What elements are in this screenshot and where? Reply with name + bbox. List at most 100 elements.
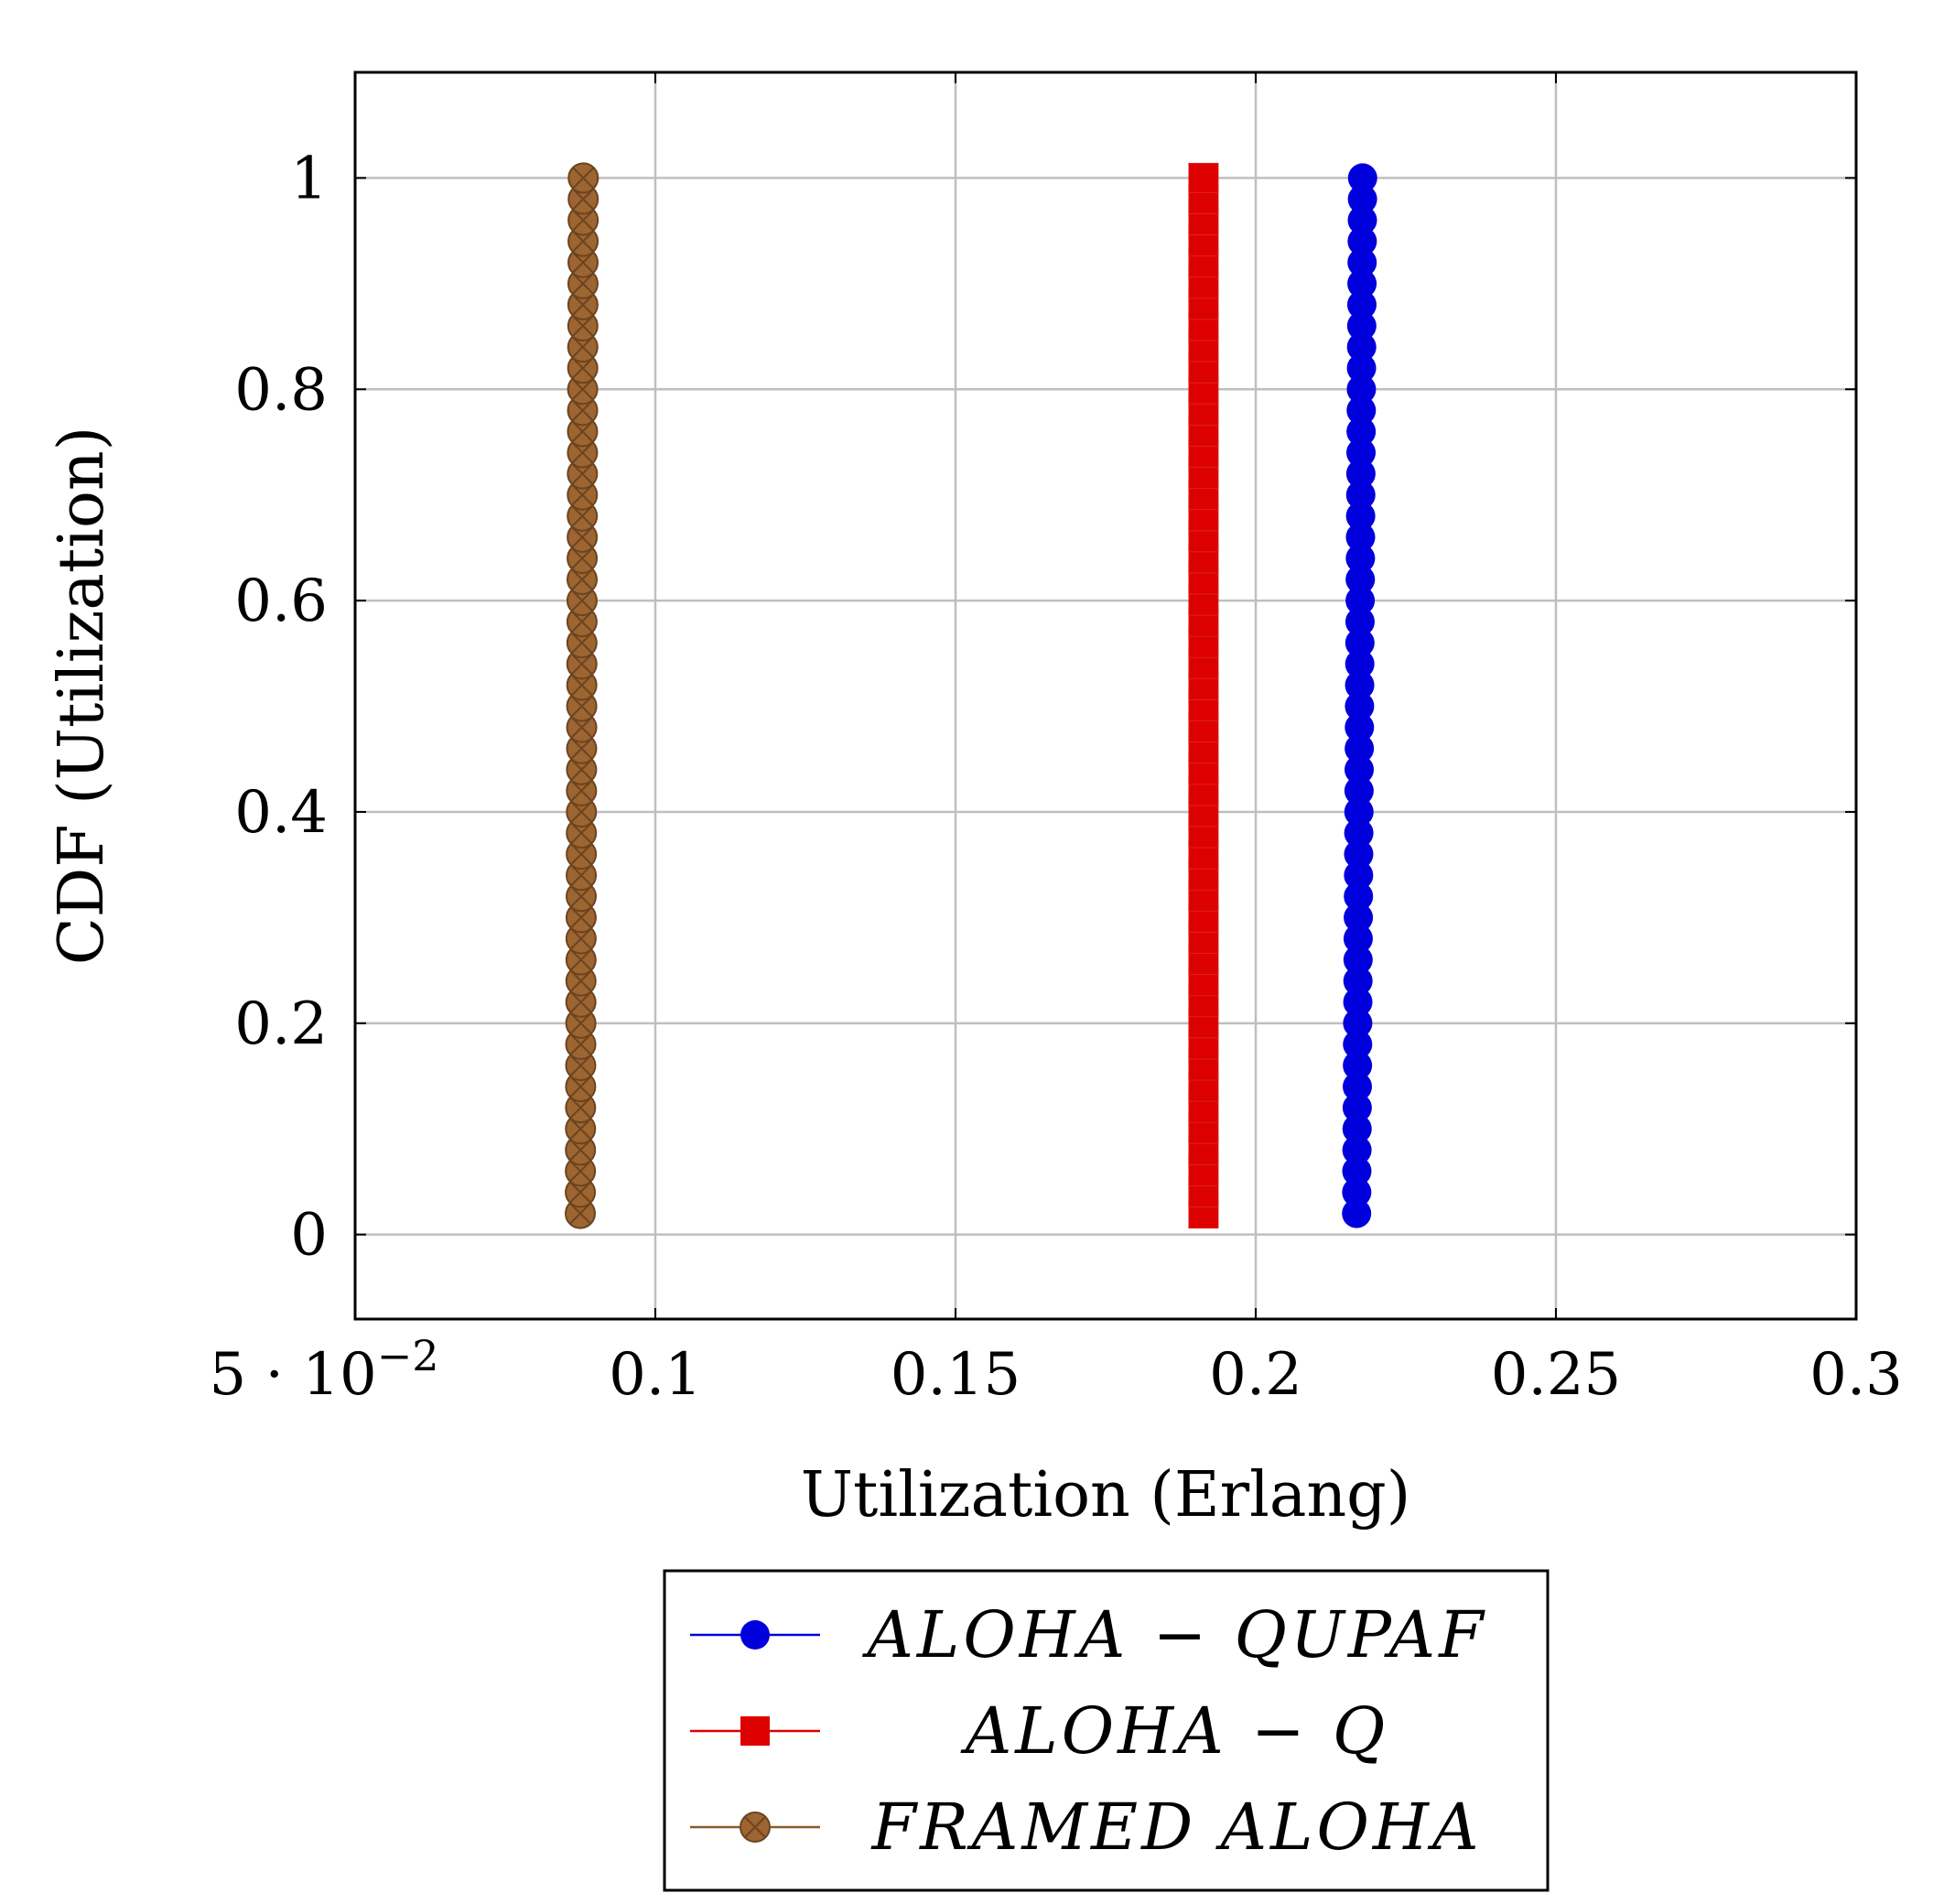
y-tick-label: 0.8 [234, 356, 328, 424]
data-point [1342, 1135, 1372, 1165]
data-point [1347, 226, 1377, 256]
data-point-cross [569, 1076, 592, 1098]
data-point [1342, 1198, 1372, 1228]
data-point [565, 1007, 597, 1039]
data-point [1346, 311, 1377, 341]
data-point [567, 458, 599, 490]
data-point [567, 542, 599, 574]
data-point [1344, 860, 1374, 891]
data-point-cross [570, 738, 593, 760]
data-point [567, 373, 599, 406]
data-point [565, 944, 597, 976]
data-point [567, 479, 599, 511]
data-point [567, 267, 599, 299]
data-point [1343, 1029, 1373, 1059]
x-tick-label: 5 · 10−2 [210, 1331, 439, 1409]
data-point [1343, 987, 1373, 1017]
data-point [1344, 839, 1374, 870]
legend-marker-aloha-qupaf [740, 1620, 770, 1650]
data-point [1347, 205, 1377, 235]
data-point-cross [570, 759, 593, 781]
data-point-cross [569, 1202, 591, 1225]
plot-frame [353, 70, 1858, 1321]
data-point [1343, 1050, 1373, 1080]
data-point-cross [570, 801, 592, 823]
data-point-cross [571, 505, 593, 527]
data-point-cross [571, 653, 593, 676]
data-point [567, 437, 599, 469]
data-point-cross [572, 167, 594, 189]
series-framed-aloha [565, 162, 599, 1229]
data-point-cross [571, 378, 594, 400]
data-point-cross [569, 1055, 592, 1076]
tick-marks [354, 72, 1857, 1319]
data-point-cross [571, 441, 594, 464]
x-tick-label: 0.25 [1491, 1341, 1622, 1409]
y-tick-labels: 0 0.2 0.4 0.6 0.8 1 [234, 145, 328, 1269]
data-point [1346, 353, 1377, 384]
data-point-cross [570, 927, 592, 950]
data-point [1345, 649, 1375, 679]
data-point [566, 732, 598, 764]
data-point-cross [571, 483, 593, 506]
data-point [1342, 1114, 1372, 1144]
x-tick-label: 0.15 [891, 1341, 1021, 1409]
data-point-cross [570, 864, 592, 886]
series-aloha-qupaf [1342, 163, 1377, 1228]
legend-marker-aloha-q [740, 1716, 770, 1746]
data-point [1345, 459, 1376, 489]
data-point-cross [571, 420, 594, 443]
data-point-cross [570, 716, 593, 739]
legend-label-framed-aloha: FRAMED ALOHA [870, 1790, 1483, 1865]
x-tick-label: 0.3 [1809, 1341, 1903, 1409]
data-point-cross [571, 611, 593, 633]
data-point [1345, 501, 1376, 531]
data-point [1343, 945, 1373, 975]
data-point-cross [572, 315, 594, 337]
data-point [566, 795, 598, 828]
data-point [567, 288, 599, 320]
data-point-cross [572, 273, 594, 295]
data-point [1346, 374, 1377, 405]
legend-entry-aloha-qupaf: ALOHA − QUPAF [690, 1597, 1486, 1672]
data-point-cross [570, 948, 592, 971]
data-point [1343, 1072, 1373, 1102]
data-point-cross [571, 357, 594, 379]
legend-label-aloha-qupaf: ALOHA − QUPAF [861, 1597, 1486, 1672]
data-point [565, 986, 597, 1018]
data-point-cross [569, 1118, 591, 1140]
data-point-cross [570, 822, 592, 844]
data-point-cross [571, 526, 593, 548]
data-point [1345, 670, 1375, 700]
x-tick-label: 0.1 [609, 1341, 702, 1409]
data-point-cross [569, 1033, 592, 1055]
data-point [1345, 586, 1376, 616]
data-point [1345, 733, 1375, 763]
data-point-cross [571, 632, 593, 654]
data-point [565, 1197, 596, 1229]
data-point [566, 627, 598, 659]
data-point [1344, 796, 1374, 827]
x-axis-title: Utilization (Erlang) [801, 1459, 1411, 1531]
data-point [1347, 184, 1377, 214]
data-point-cross [572, 209, 594, 232]
data-point [1344, 775, 1374, 806]
data-point-cross [570, 885, 592, 908]
legend-entry-framed-aloha: FRAMED ALOHA [690, 1790, 1483, 1865]
data-point [1188, 162, 1219, 193]
data-point-cross [571, 547, 593, 569]
data-point-cross [572, 252, 594, 274]
data-point [566, 881, 598, 913]
legend-label-aloha-q: ALOHA − Q [960, 1693, 1389, 1769]
data-point [1345, 480, 1376, 510]
y-tick-label: 0.4 [234, 779, 328, 847]
data-point [567, 162, 599, 194]
data-point [565, 1071, 597, 1103]
data-point [1347, 247, 1377, 277]
data-point [566, 648, 598, 680]
data-point [1344, 882, 1374, 912]
data-point [566, 838, 598, 871]
data-point [1344, 818, 1374, 849]
data-point-cross [572, 294, 594, 316]
